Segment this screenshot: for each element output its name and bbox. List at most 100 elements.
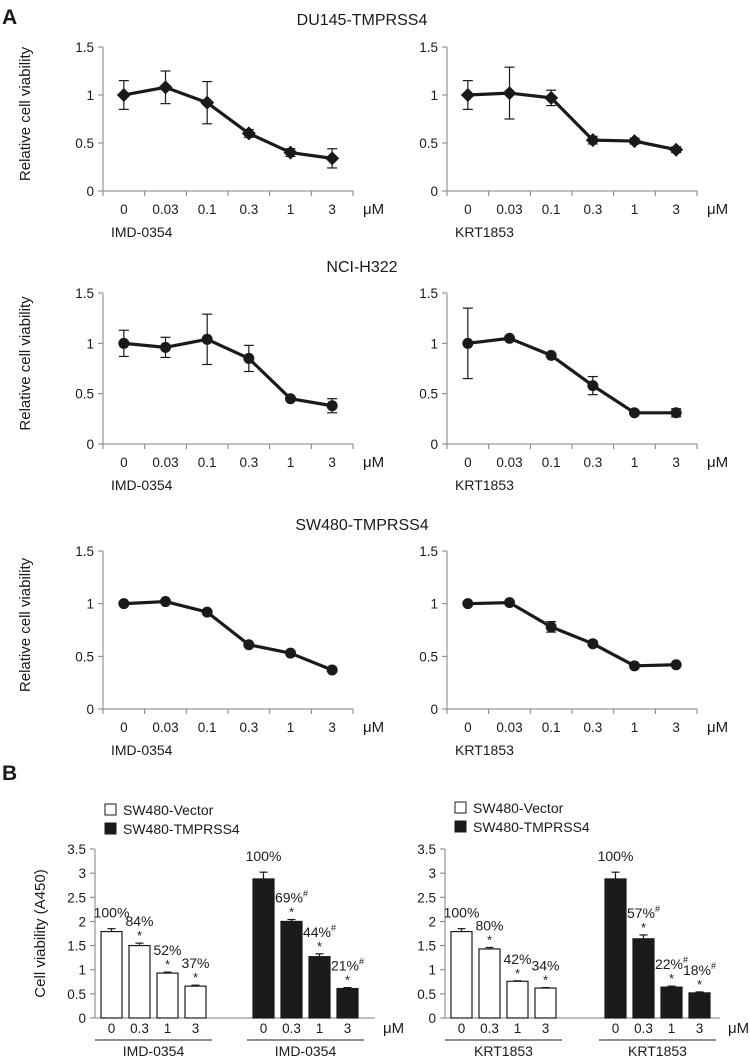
percent-label: 21%# bbox=[331, 957, 364, 974]
data-point-marker bbox=[670, 659, 682, 671]
unit-label: μM bbox=[707, 719, 728, 736]
data-point-marker bbox=[460, 88, 475, 102]
x-axis-label: IMD-0354 bbox=[111, 224, 173, 240]
percent-superscript: # bbox=[303, 888, 308, 898]
unit-label: μM bbox=[363, 719, 384, 736]
bar bbox=[660, 986, 683, 1019]
y-tick-label: 0 bbox=[86, 702, 94, 717]
y-tick-label: 0.5 bbox=[419, 136, 438, 151]
x-tick-label: 0 bbox=[260, 1021, 268, 1036]
y-tick-label: 0.5 bbox=[75, 136, 94, 151]
percent-value: 37% bbox=[181, 955, 209, 971]
percent-label: 22%# bbox=[655, 955, 688, 972]
legend-swatch bbox=[104, 803, 117, 816]
y-tick-label: 1.5 bbox=[75, 544, 94, 559]
panel-label-b: B bbox=[2, 762, 17, 785]
x-tick-label: 0.1 bbox=[542, 720, 561, 735]
y-tick-label: 0 bbox=[86, 184, 94, 199]
data-point-marker bbox=[670, 407, 682, 419]
y-tick-label: 1 bbox=[86, 336, 94, 351]
y-tick-label: 1.5 bbox=[419, 286, 438, 301]
data-point-marker bbox=[669, 142, 684, 157]
x-tick-label: 0.03 bbox=[152, 202, 178, 217]
line-chart-0: DU145-TMPRSS4 Relative cell viability 0 0.5… bbox=[17, 12, 427, 240]
legend-label: SW480-Vector bbox=[123, 802, 214, 818]
bar bbox=[156, 972, 179, 1019]
line-chart-1: 0 0.5 1 1.5 0 0.03 0.1 0.3 1 3 μM KRT1853 bbox=[419, 40, 728, 240]
chart-group-title: SW480-TMPRSS4 bbox=[295, 517, 428, 534]
series-line bbox=[123, 337, 333, 408]
x-axis-label: KRT1853 bbox=[455, 477, 514, 493]
significance-star: * bbox=[641, 920, 646, 935]
x-tick-label: 1 bbox=[287, 455, 295, 470]
series-line bbox=[467, 601, 677, 668]
y-axis-label: Cell viability (A450) bbox=[32, 869, 49, 997]
y-tick-label: 2.5 bbox=[67, 890, 86, 905]
chart-group-title: DU145-TMPRSS4 bbox=[297, 12, 428, 29]
x-tick-label: 0.03 bbox=[496, 455, 522, 470]
x-tick-label: 0 bbox=[120, 455, 128, 470]
percent-superscript: # bbox=[331, 923, 336, 933]
x-tick-label: 0.03 bbox=[152, 455, 178, 470]
data-point-marker bbox=[200, 95, 215, 110]
percent-value: 18% bbox=[683, 962, 711, 978]
bar bbox=[184, 985, 207, 1019]
y-axis-label: Relative cell viability bbox=[17, 557, 34, 692]
bar bbox=[308, 956, 331, 1019]
x-tick-label: 0.3 bbox=[239, 455, 258, 470]
y-tick-label: 3 bbox=[78, 866, 86, 881]
x-tick-label: 1 bbox=[668, 1021, 676, 1036]
significance-star: * bbox=[669, 971, 674, 986]
y-tick-label: 0 bbox=[86, 437, 94, 452]
percent-value: 100% bbox=[444, 905, 480, 921]
line-chart-5: 0 0.5 1 1.5 0 0.03 0.1 0.3 1 3 μM KRT1853 bbox=[419, 544, 728, 758]
percent-superscript: # bbox=[359, 957, 364, 967]
data-point-marker bbox=[118, 337, 130, 349]
group-drug-label: IMD-0354 bbox=[123, 1043, 185, 1057]
percent-value: 100% bbox=[94, 905, 130, 921]
data-point-marker bbox=[587, 638, 599, 650]
y-tick-label: 3.5 bbox=[67, 842, 86, 857]
percent-label: 57%# bbox=[627, 904, 660, 921]
y-tick-label: 0.5 bbox=[75, 649, 94, 664]
y-tick-label: 2.5 bbox=[417, 890, 436, 905]
significance-star: * bbox=[697, 977, 702, 992]
data-point-marker bbox=[545, 349, 557, 361]
x-tick-label: 1 bbox=[631, 455, 639, 470]
x-tick-label: 1 bbox=[287, 720, 295, 735]
data-point-marker bbox=[283, 145, 298, 160]
y-tick-label: 3 bbox=[428, 866, 436, 881]
x-tick-label: 0.3 bbox=[239, 720, 258, 735]
legend-swatch bbox=[104, 822, 117, 835]
bar bbox=[478, 948, 501, 1019]
data-point-marker bbox=[629, 660, 640, 672]
data-point-marker bbox=[504, 332, 515, 344]
data-point-marker bbox=[118, 598, 130, 610]
data-point-marker bbox=[285, 393, 296, 405]
x-tick-label: 1 bbox=[164, 1021, 172, 1036]
y-tick-label: 2 bbox=[428, 914, 436, 929]
x-tick-label: 3 bbox=[672, 202, 680, 217]
x-tick-label: 0 bbox=[458, 1021, 466, 1036]
legend-swatch bbox=[454, 801, 467, 814]
y-tick-label: 0.5 bbox=[75, 387, 94, 402]
x-tick-label: 0.03 bbox=[496, 720, 522, 735]
data-point-marker bbox=[544, 90, 559, 105]
legend-label: SW480-TMPRSS4 bbox=[473, 819, 590, 835]
x-tick-label: 3 bbox=[192, 1021, 200, 1036]
percent-value: 84% bbox=[125, 913, 153, 929]
y-tick-label: 1.5 bbox=[419, 40, 438, 55]
unit-label: μM bbox=[363, 454, 384, 471]
data-point-marker bbox=[158, 80, 173, 95]
data-point-marker bbox=[326, 664, 338, 676]
x-tick-label: 0.3 bbox=[480, 1021, 499, 1036]
bar bbox=[604, 878, 627, 1019]
x-tick-label: 0 bbox=[120, 720, 128, 735]
data-point-marker bbox=[160, 341, 171, 353]
bar bbox=[506, 980, 529, 1019]
data-point-marker bbox=[627, 134, 642, 149]
significance-star: * bbox=[193, 970, 198, 985]
x-tick-label: 0.03 bbox=[152, 720, 178, 735]
x-tick-label: 0 bbox=[108, 1021, 116, 1036]
